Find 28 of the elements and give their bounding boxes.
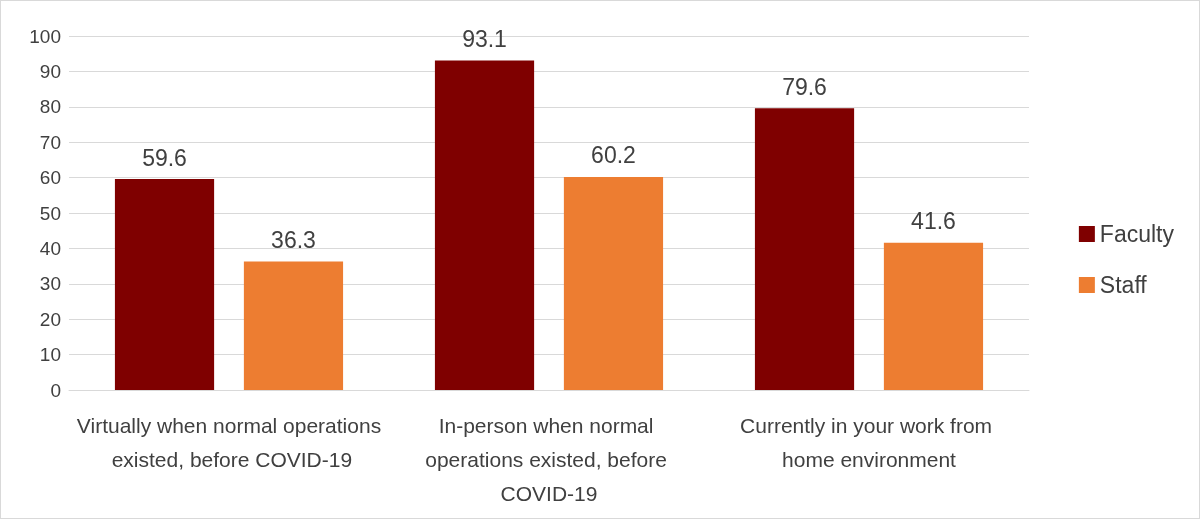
y-tick-label: 90 bbox=[39, 60, 61, 82]
bar bbox=[243, 261, 344, 390]
data-label: 59.6 bbox=[142, 144, 187, 171]
legend-label: Faculty bbox=[1099, 221, 1175, 247]
legend-label: Staff bbox=[1099, 272, 1148, 298]
x-tick-label: Currently in your work from home environment bbox=[740, 413, 998, 471]
data-label: 79.6 bbox=[782, 73, 827, 100]
bar bbox=[563, 176, 664, 390]
y-tick-label: 10 bbox=[39, 344, 61, 366]
y-tick-label: 30 bbox=[39, 273, 61, 295]
y-tick-label: 20 bbox=[39, 308, 61, 330]
data-label: 36.3 bbox=[271, 227, 316, 253]
y-tick-label: 100 bbox=[29, 25, 61, 47]
y-tick-label: 40 bbox=[39, 237, 61, 259]
bar bbox=[754, 108, 855, 390]
data-label: 60.2 bbox=[591, 142, 636, 169]
y-tick-label: 0 bbox=[50, 379, 61, 401]
bar bbox=[883, 242, 984, 390]
bar bbox=[114, 179, 215, 390]
data-label: 93.1 bbox=[462, 25, 507, 52]
x-tick-label: Virtually when normal operations existed, before COVID-19 bbox=[76, 413, 382, 471]
y-tick-label: 70 bbox=[39, 131, 61, 153]
data-label: 41.6 bbox=[911, 208, 956, 235]
y-tick-label: 80 bbox=[39, 96, 61, 118]
y-tick-label: 50 bbox=[39, 202, 61, 224]
bar bbox=[434, 60, 535, 390]
x-tick-label: In-person when normal operations existed, before COVID-19 bbox=[425, 413, 673, 505]
y-tick-label: 60 bbox=[39, 167, 61, 189]
